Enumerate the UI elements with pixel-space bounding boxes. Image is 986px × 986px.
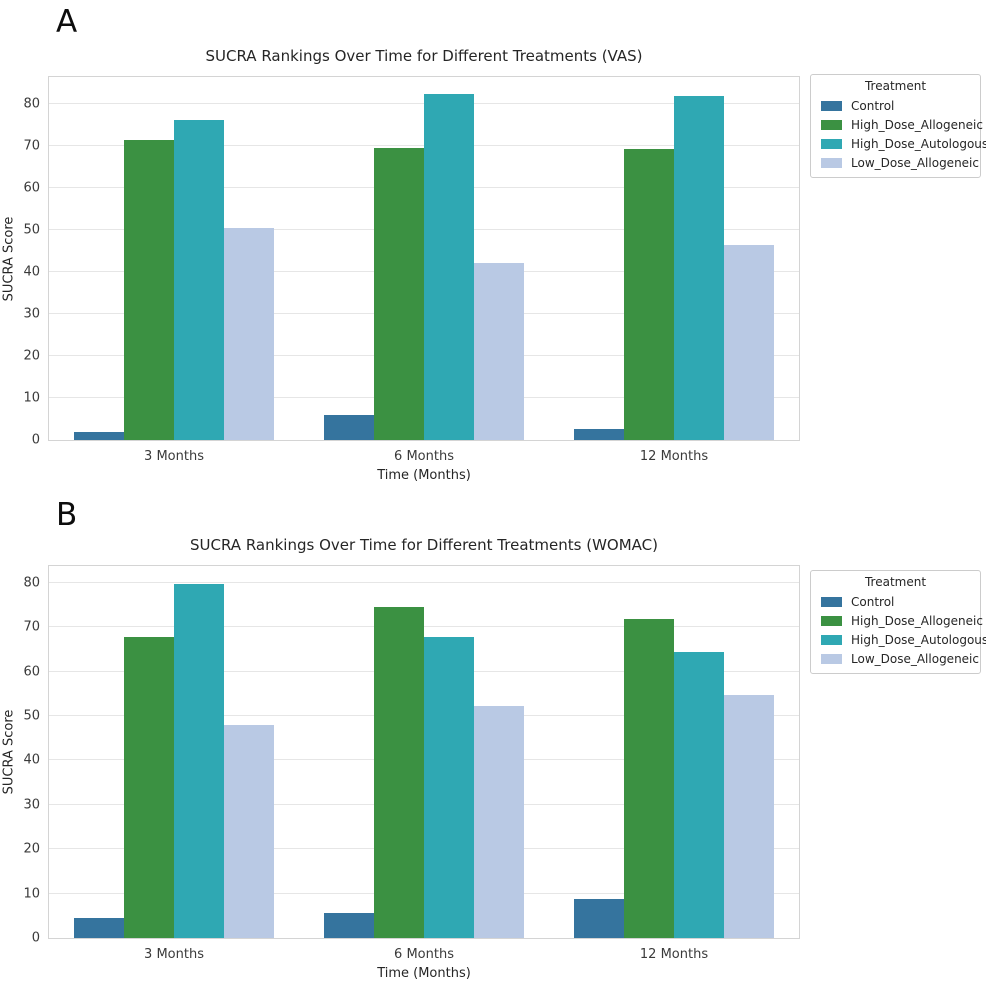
legend-swatch-icon — [821, 596, 842, 607]
y-tick-label-80: 80 — [23, 575, 40, 591]
legend-item-high_dose_autologous: High_Dose_Autologous — [817, 134, 986, 153]
bar-high_dose_autologous-12-months — [674, 651, 724, 938]
bar-low_dose_allogeneic-3-months — [224, 228, 274, 440]
legend-swatch-icon — [821, 653, 842, 664]
legend-item-low_dose_allogeneic: Low_Dose_Allogeneic — [817, 153, 979, 172]
legend-item-high_dose_autologous: High_Dose_Autologous — [817, 630, 986, 649]
legend-item-low_dose_allogeneic: Low_Dose_Allogeneic — [817, 649, 979, 668]
legend-swatch-icon — [821, 100, 842, 111]
bar-group-6-months — [324, 77, 524, 440]
legend-item-high_dose_allogeneic: High_Dose_Allogeneic — [817, 611, 983, 630]
panel-a-letter: A — [56, 4, 78, 40]
y-tick-label-60: 60 — [23, 180, 40, 196]
y-tick-label-60: 60 — [23, 664, 40, 680]
legend-label: Control — [851, 98, 895, 113]
chart-a-title: SUCRA Rankings Over Time for Different T… — [205, 47, 643, 65]
bar-group-12-months — [574, 77, 774, 440]
y-tick-label-30: 30 — [23, 797, 40, 813]
legend-item-control: Control — [817, 96, 974, 115]
y-tick-label-70: 70 — [23, 138, 40, 154]
gridline-70 — [49, 626, 799, 628]
bar-low_dose_allogeneic-6-months — [474, 706, 524, 938]
y-tick-label-70: 70 — [23, 619, 40, 635]
y-tick-label-40: 40 — [23, 752, 40, 768]
chart-b-legend: Treatment Control High_Dose_Allogeneic Hig… — [810, 570, 986, 674]
x-tick-label-6-months: 6 Months — [394, 449, 454, 464]
y-tick-label-50: 50 — [23, 708, 40, 724]
bar-low_dose_allogeneic-12-months — [724, 245, 774, 440]
bar-high_dose_allogeneic-12-months — [624, 619, 674, 938]
bar-high_dose_allogeneic-6-months — [374, 606, 424, 938]
legend-item-high_dose_allogeneic: High_Dose_Allogeneic — [817, 115, 983, 134]
chart-a-xlabel: Time (Months) — [377, 468, 471, 483]
bar-low_dose_allogeneic-6-months — [474, 263, 524, 440]
bar-low_dose_allogeneic-3-months — [224, 724, 274, 938]
legend-label: High_Dose_Allogeneic — [851, 117, 983, 132]
bar-group-12-months — [574, 566, 774, 938]
bar-low_dose_allogeneic-12-months — [724, 694, 774, 938]
bar-control-3-months — [74, 431, 124, 440]
y-tick-label-0: 0 — [31, 930, 40, 946]
panel-b-letter: B — [56, 497, 78, 533]
bar-high_dose_autologous-6-months — [424, 94, 474, 440]
bar-control-6-months — [324, 913, 374, 938]
bar-group-6-months — [324, 566, 524, 938]
bar-group-3-months — [74, 77, 274, 440]
bar-control-12-months — [574, 429, 624, 440]
chart-b-xlabel: Time (Months) — [377, 966, 471, 981]
chart-b-plot-area: SUCRA Score Time (Months) 0 10 20 30 40 50 60 7… — [2, 565, 800, 981]
legend-label: High_Dose_Autologous — [851, 136, 986, 151]
bar-high_dose_autologous-3-months — [174, 120, 224, 440]
legend-swatch-icon — [821, 138, 842, 149]
legend-swatch-icon — [821, 634, 842, 645]
legend-swatch-icon — [821, 119, 842, 130]
bar-group-3-months — [74, 566, 274, 938]
chart-a-ylabel: SUCRA Score — [1, 216, 17, 301]
chart-b-title: SUCRA Rankings Over Time for Different T… — [190, 536, 658, 554]
y-tick-label-40: 40 — [23, 264, 40, 280]
bar-high_dose_autologous-3-months — [174, 583, 224, 938]
x-tick-label-3-months: 3 Months — [144, 449, 204, 464]
legend-swatch-icon — [821, 615, 842, 626]
chart-a-legend-title: Treatment — [864, 79, 927, 93]
bar-high_dose_allogeneic-3-months — [124, 637, 174, 938]
legend-label: Control — [851, 594, 895, 609]
legend-label: High_Dose_Allogeneic — [851, 613, 983, 628]
y-tick-label-20: 20 — [23, 348, 40, 364]
bar-high_dose_autologous-6-months — [424, 637, 474, 938]
x-tick-label-12-months: 12 Months — [639, 947, 709, 962]
y-tick-label-0: 0 — [31, 432, 40, 448]
x-tick-label-6-months: 6 Months — [394, 947, 454, 962]
chart-b-legend-title: Treatment — [864, 575, 927, 589]
y-tick-label-10: 10 — [23, 390, 40, 406]
panel-a: A SUCRA Rankings Over Time for Different… — [2, 4, 986, 483]
chart-a-plot-area: SUCRA Score Time (Months) 0 10 20 30 40 50 60 7… — [2, 76, 800, 483]
gridline-80 — [49, 581, 799, 583]
y-tick-label-30: 30 — [23, 306, 40, 322]
y-tick-label-80: 80 — [23, 96, 40, 111]
legend-swatch-icon — [821, 157, 842, 168]
legend-label: Low_Dose_Allogeneic — [851, 651, 979, 666]
y-tick-label-20: 20 — [23, 841, 40, 857]
y-tick-label-50: 50 — [23, 222, 40, 238]
y-tick-label-10: 10 — [23, 886, 40, 902]
bar-high_dose_autologous-12-months — [674, 96, 724, 440]
bar-high_dose_allogeneic-6-months — [374, 148, 424, 440]
x-tick-label-12-months: 12 Months — [639, 449, 709, 464]
legend-label: High_Dose_Autologous — [851, 632, 986, 647]
legend-label: Low_Dose_Allogeneic — [851, 155, 979, 170]
bar-high_dose_allogeneic-12-months — [624, 148, 674, 440]
panel-b: B SUCRA Rankings Over Time for Different… — [0, 493, 986, 986]
x-tick-label-3-months: 3 Months — [144, 947, 204, 962]
legend-item-control: Control — [817, 592, 974, 611]
chart-b-ylabel: SUCRA Score — [1, 709, 17, 795]
bar-control-6-months — [324, 414, 374, 440]
chart-a-legend: Treatment Control High_Dose_Allogeneic Hig… — [810, 74, 986, 178]
bar-control-3-months — [74, 918, 124, 938]
bar-high_dose_allogeneic-3-months — [124, 139, 174, 440]
bar-control-12-months — [574, 898, 624, 938]
